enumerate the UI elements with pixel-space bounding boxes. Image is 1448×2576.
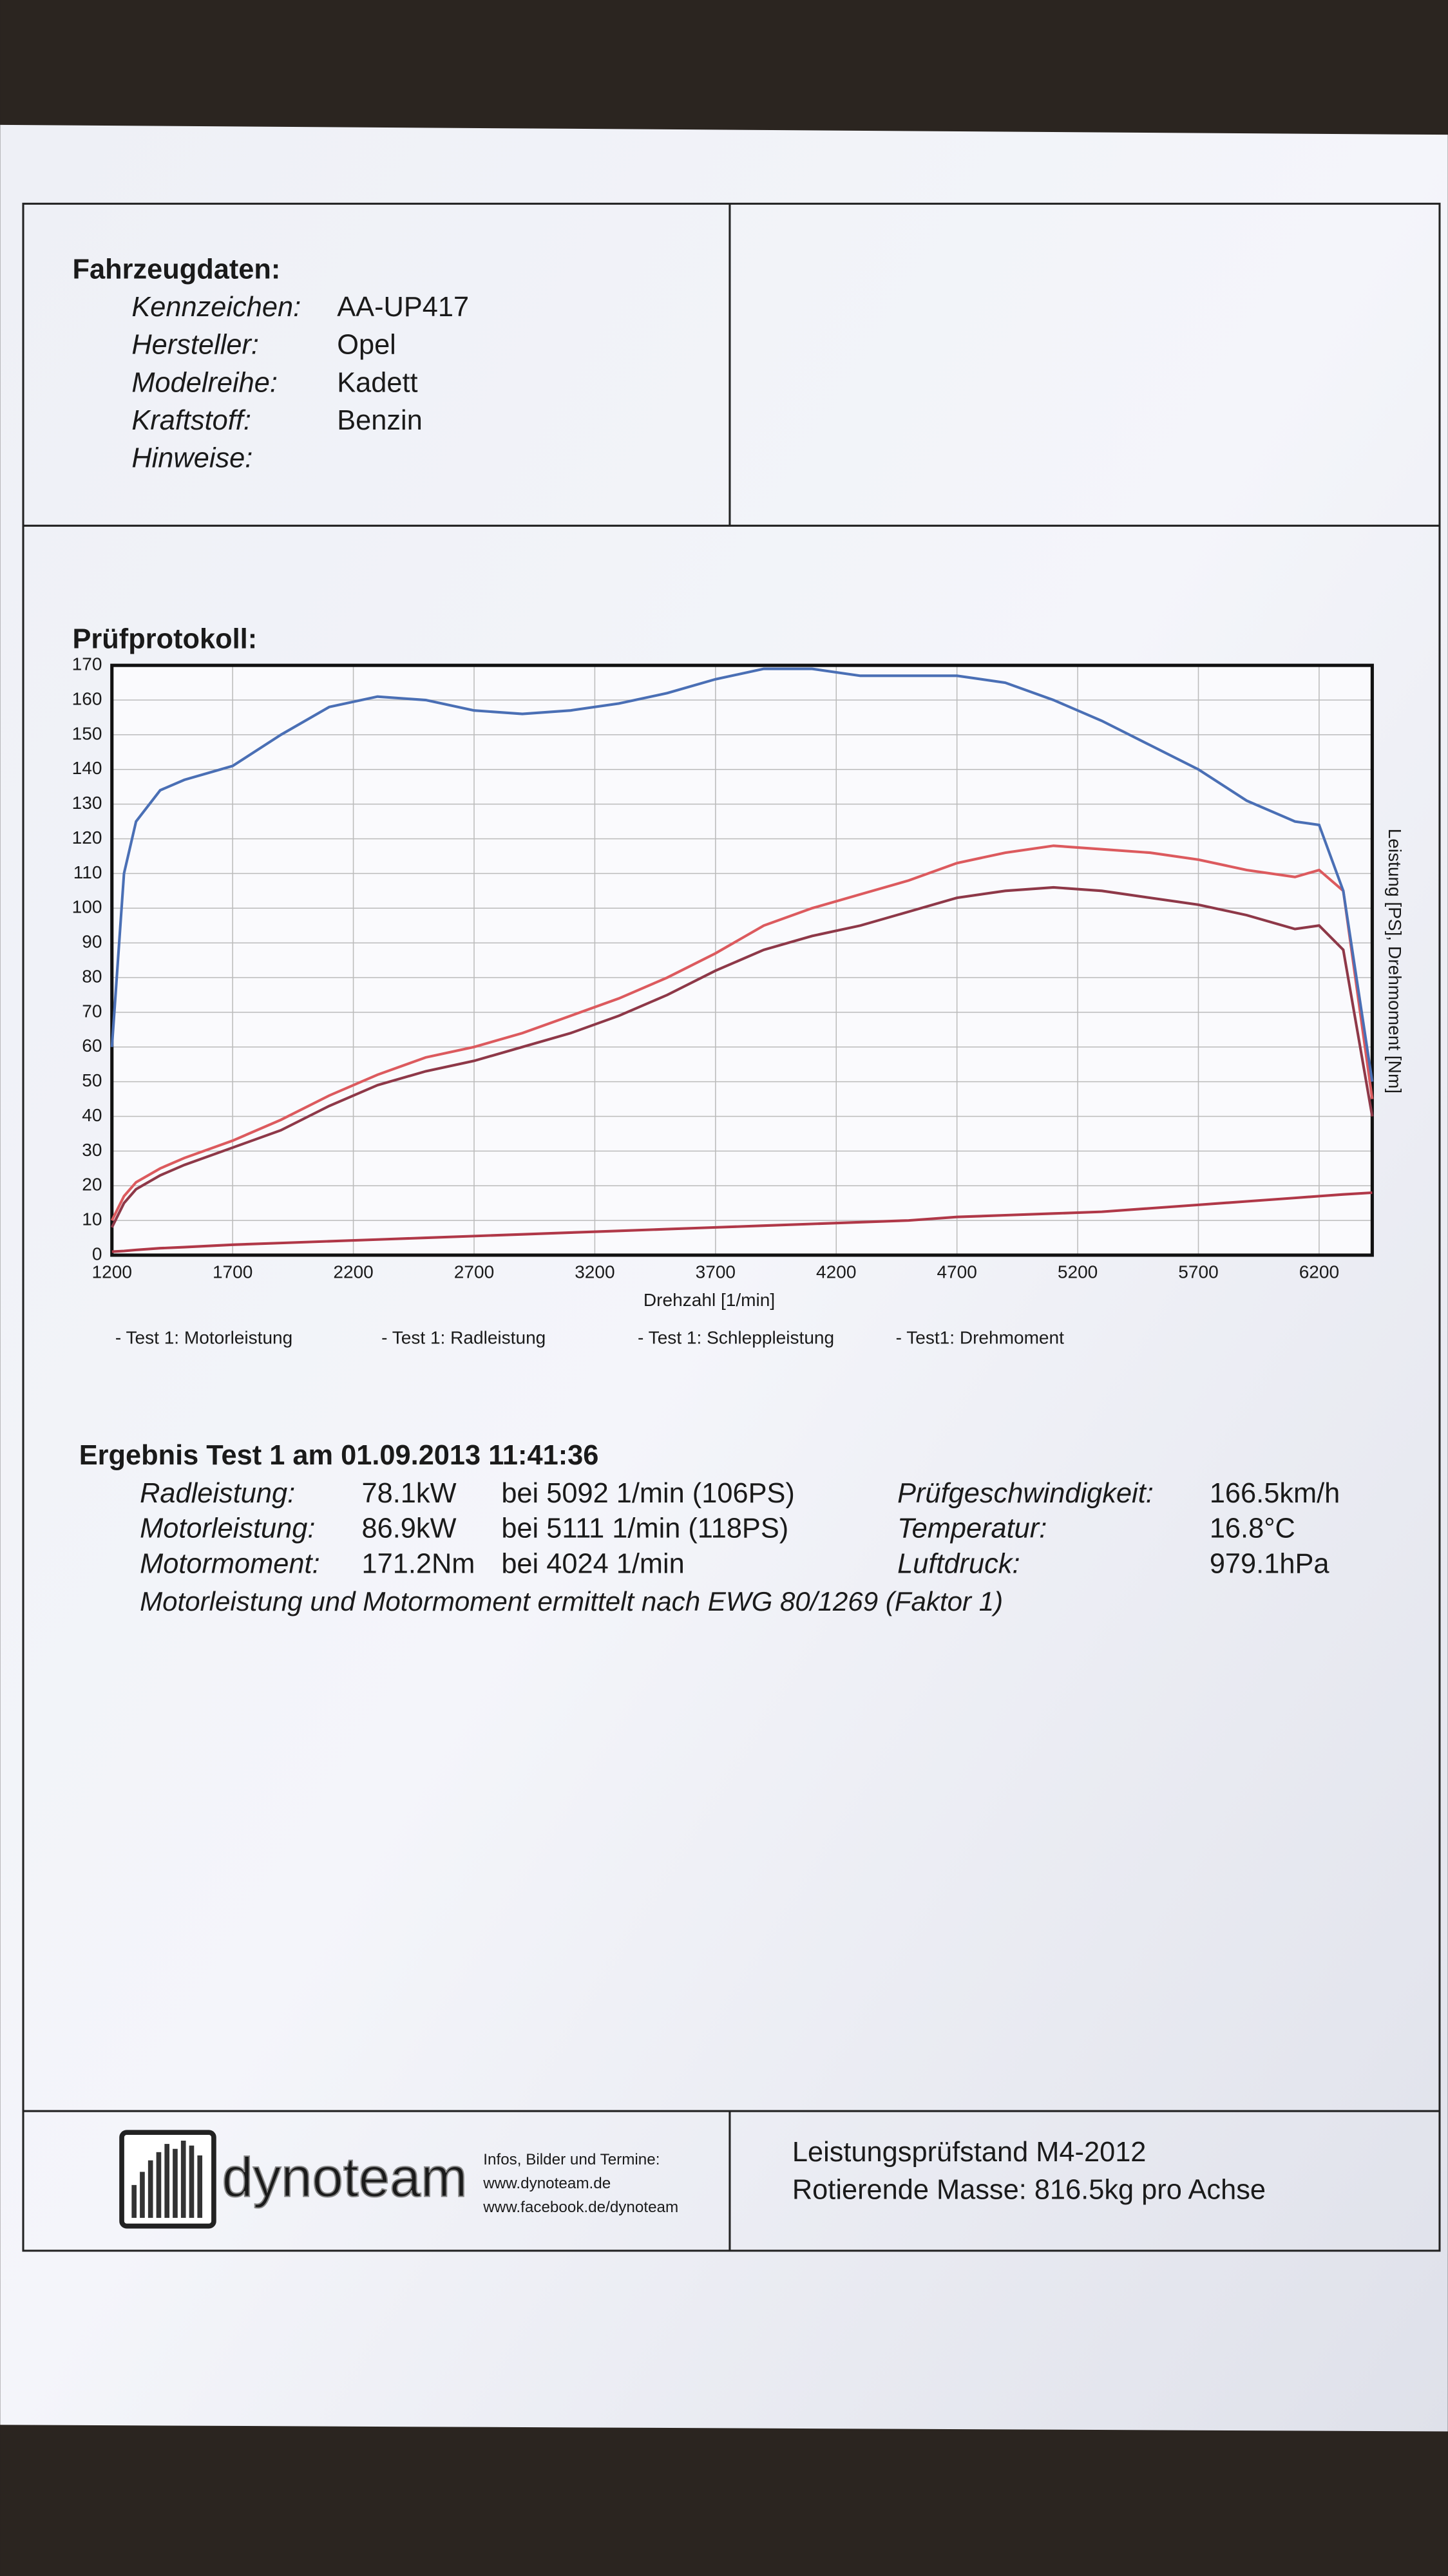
results: Radleistung: 78.1kW bei 5092 1/min (106PS)… bbox=[140, 1478, 1340, 1580]
result-detail: bei 5111 1/min (118PS) bbox=[501, 1513, 788, 1544]
result-detail: bei 5092 1/min (106PS) bbox=[501, 1478, 795, 1509]
field-value: AA-UP417 bbox=[337, 292, 469, 323]
result-value: 86.9kW bbox=[362, 1513, 457, 1544]
y-tick-label: 150 bbox=[72, 723, 102, 743]
x-tick-label: 2700 bbox=[454, 1262, 494, 1282]
x-tick-label: 3700 bbox=[696, 1262, 736, 1282]
y-tick-label: 10 bbox=[82, 1209, 102, 1229]
info-line: www.facebook.de/dynoteam bbox=[482, 2199, 678, 2216]
x-tick-label: 5700 bbox=[1178, 1262, 1218, 1282]
condition-label: Luftdruck: bbox=[897, 1549, 1020, 1580]
series-line bbox=[110, 667, 1374, 1082]
series-line bbox=[111, 1191, 1373, 1253]
condition-label: Temperatur: bbox=[897, 1513, 1047, 1544]
legend-entry: - Test1: Drehmoment bbox=[896, 1327, 1065, 1347]
x-tick-label: 1200 bbox=[92, 1262, 132, 1282]
result-detail: bei 4024 1/min bbox=[501, 1549, 684, 1580]
chart-title: Prüfprotokoll: bbox=[73, 623, 258, 654]
field-label: Hersteller: bbox=[131, 330, 259, 361]
field-label: Hinweise: bbox=[131, 443, 252, 474]
y-tick-label: 40 bbox=[82, 1105, 102, 1125]
x-axis-label: Drehzahl [1/min] bbox=[643, 1290, 775, 1310]
results-note: Motorleistung und Motormoment ermittelt … bbox=[140, 1586, 1003, 1616]
y-tick-label: 30 bbox=[82, 1140, 102, 1160]
result-label: Motormoment: bbox=[140, 1549, 320, 1580]
condition-value: 979.1hPa bbox=[1210, 1549, 1330, 1580]
y-tick-label: 20 bbox=[82, 1175, 102, 1195]
x-tick-label: 5200 bbox=[1058, 1262, 1098, 1282]
condition-value: 16.8°C bbox=[1210, 1513, 1295, 1544]
field-value: Kadett bbox=[337, 367, 417, 398]
x-tick-label: 1700 bbox=[213, 1262, 252, 1282]
x-tick-label: 3200 bbox=[575, 1262, 614, 1282]
series-line bbox=[110, 886, 1374, 1228]
result-label: Radleistung: bbox=[140, 1478, 295, 1509]
logo-text: dynoteam bbox=[222, 2146, 468, 2209]
results-heading: Ergebnis Test 1 am 01.09.2013 11:41:36 bbox=[79, 1440, 599, 1471]
chart: 0 10 20 30 40 50 60 70 80 90 100 110 120 130 140 150 160… bbox=[72, 654, 1405, 1348]
series-line bbox=[110, 844, 1374, 1222]
y-axis-label: Leistung [PS], Drehmoment [Nm] bbox=[1385, 829, 1405, 1094]
field-value: Benzin bbox=[337, 405, 423, 436]
y-tick-label: 0 bbox=[92, 1244, 102, 1264]
y-tick-label: 90 bbox=[82, 932, 102, 952]
y-tick-label: 140 bbox=[72, 758, 102, 778]
x-tick-label: 4700 bbox=[937, 1262, 976, 1282]
x-tick-label: 4200 bbox=[816, 1262, 856, 1282]
vehicle-heading: Fahrzeugdaten: bbox=[73, 254, 281, 285]
frame bbox=[22, 202, 1441, 2252]
y-tick-label: 110 bbox=[73, 862, 102, 882]
vehicle-fields: Kennzeichen: AA-UP417 Hersteller: Opel Model… bbox=[131, 292, 469, 474]
logo-icon bbox=[119, 2130, 216, 2229]
field-label: Kennzeichen: bbox=[131, 292, 301, 323]
footer: Infos, Bilder und Termine: www.dynoteam.d… bbox=[482, 2137, 1266, 2216]
bench-line: Leistungsprüfstand M4-2012 bbox=[792, 2137, 1147, 2168]
y-tick-label: 50 bbox=[82, 1070, 102, 1090]
result-label: Motorleistung: bbox=[140, 1513, 315, 1544]
y-tick-label: 70 bbox=[82, 1001, 102, 1021]
x-tick-label: 2200 bbox=[333, 1262, 373, 1282]
y-tick-label: 170 bbox=[72, 654, 102, 674]
x-tick-label: 6200 bbox=[1299, 1262, 1339, 1282]
plot-border bbox=[110, 663, 1374, 1257]
result-value: 171.2Nm bbox=[362, 1549, 475, 1580]
field-label: Modelreihe: bbox=[131, 367, 278, 398]
condition-value: 166.5km/h bbox=[1210, 1478, 1340, 1509]
legend-entry: - Test 1: Motorleistung bbox=[115, 1327, 292, 1347]
y-tick-label: 60 bbox=[82, 1036, 102, 1056]
y-tick-label: 120 bbox=[72, 828, 102, 848]
condition-label: Prüfgeschwindigkeit: bbox=[897, 1478, 1154, 1509]
field-value: Opel bbox=[337, 330, 396, 361]
y-tick-label: 160 bbox=[72, 688, 102, 708]
legend-entry: - Test 1: Radleistung bbox=[381, 1327, 546, 1347]
field-label: Kraftstoff: bbox=[131, 405, 251, 436]
info-line: Infos, Bilder und Termine: bbox=[483, 2151, 660, 2168]
info-line: www.dynoteam.de bbox=[482, 2175, 611, 2192]
y-tick-label: 80 bbox=[82, 966, 102, 986]
y-tick-label: 130 bbox=[72, 793, 102, 813]
y-tick-label: 100 bbox=[72, 897, 102, 917]
result-value: 78.1kW bbox=[362, 1478, 457, 1509]
legend-entry: - Test 1: Schleppleistung bbox=[638, 1327, 834, 1347]
bench-line: Rotierende Masse: 816.5kg pro Achse bbox=[792, 2175, 1266, 2206]
